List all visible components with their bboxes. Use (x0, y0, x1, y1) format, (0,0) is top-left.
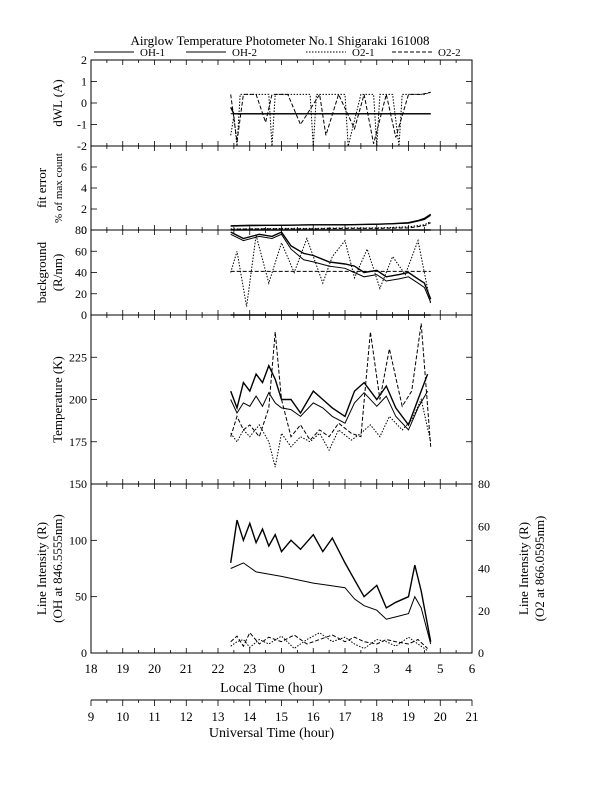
ut-tick-label: 13 (212, 709, 225, 724)
ylabel: Temperature (K) (50, 356, 65, 443)
panel-frame (90, 483, 473, 654)
ut-tick-label: 16 (307, 709, 321, 724)
series-o2-2 (230, 222, 431, 230)
y-tick-label: -2 (77, 139, 87, 153)
y-tick-label: 2 (81, 53, 87, 67)
y-tick-label: 0 (81, 96, 87, 110)
ylabel2: (R/nm) (50, 254, 65, 292)
y-tick-label: 60 (75, 244, 87, 258)
series-o2-1 (230, 632, 428, 652)
panel-frame (90, 229, 473, 316)
ut-tick-label: 9 (88, 709, 95, 724)
y-tick-label: 6 (81, 160, 87, 174)
ut-tick-label: 14 (243, 709, 257, 724)
y-tick-label: 80 (75, 223, 87, 237)
chart-title: Airglow Temperature Photometer No.1 Shig… (131, 33, 430, 48)
local-tick-label: 18 (85, 661, 98, 676)
panel-0: 2 1 0 -1 -2 dWL (A) (50, 53, 473, 153)
series-oh-1 (230, 231, 432, 300)
y-tick-label: 20 (75, 287, 87, 301)
ut-tick-label: 18 (370, 709, 383, 724)
right-y-tick-label: 80 (478, 477, 490, 491)
series-oh-1 (230, 213, 432, 227)
y-tick-label: 1 (81, 75, 87, 89)
ylabel: fit error (34, 167, 49, 208)
series-oh-1 (230, 519, 432, 642)
right-y-tick-label: 60 (478, 519, 490, 533)
right-ylabel2: (O2 at 866.0595nm) (532, 516, 547, 622)
series-oh-2 (230, 214, 431, 227)
ut-axis-label: Universal Time (hour) (209, 726, 335, 741)
local-tick-label: 4 (405, 661, 412, 676)
ut-tick-label: 19 (402, 709, 415, 724)
series-o2-2 (230, 91, 431, 144)
local-tick-label: 22 (212, 661, 225, 676)
ylabel2: (OH at 846.5555nm) (50, 514, 65, 623)
series-o2-1 (230, 235, 432, 307)
legend-label-2: O2-1 (352, 47, 375, 59)
series-oh-2 (230, 562, 432, 645)
right-y-tick-label: 0 (478, 646, 484, 660)
ut-tick-label: 17 (339, 709, 353, 724)
y-tick-label: 175 (69, 435, 87, 449)
y-tick-label: -1 (77, 118, 87, 132)
legend-label-0: OH-1 (140, 47, 165, 59)
y-tick-label: 0 (81, 646, 87, 660)
ylabel: dWL (A) (50, 79, 65, 127)
local-tick-label: 3 (374, 661, 381, 676)
local-tick-label: 21 (180, 661, 193, 676)
ut-tick-label: 12 (180, 709, 193, 724)
ylabel2: % of max count (53, 153, 65, 223)
local-tick-label: 1 (310, 661, 317, 676)
panel-frame (90, 59, 473, 147)
y-tick-label: 2 (81, 202, 87, 216)
right-y-tick-label: 40 (478, 562, 490, 576)
series-o2-2 (230, 631, 428, 649)
right-y-tick-label: 20 (478, 604, 490, 618)
legend: OH-1 OH-2 O2-1 O2-2 (94, 47, 461, 59)
y-tick-label: 50 (75, 590, 87, 604)
local-tick-label: 0 (278, 661, 285, 676)
local-tick-label: 20 (148, 661, 161, 676)
legend-label-1: OH-2 (232, 47, 257, 59)
y-tick-label: 0 (81, 308, 87, 322)
panel-1: 6 4 2 0 fit error % of max count (34, 145, 473, 237)
right-ylabel: Line Intensity (R) (516, 522, 531, 615)
panel-frame (90, 145, 473, 231)
panel-3: 225 200 175 Temperature (K) (50, 314, 473, 485)
panel-2: 80 60 40 20 0 background (R/nm) (34, 223, 473, 322)
ut-tick-label: 15 (275, 709, 288, 724)
ut-tick-label: 21 (466, 709, 479, 724)
ylabel: background (34, 241, 49, 303)
series-o2-2 (230, 323, 432, 447)
y-tick-label: 200 (69, 393, 87, 407)
ut-tick-label: 10 (116, 709, 129, 724)
local-axis-label: Local Time (hour) (220, 681, 323, 696)
ut-tick-label: 11 (148, 709, 161, 724)
y-tick-label: 225 (69, 350, 87, 364)
y-tick-label: 4 (81, 181, 87, 195)
series-o2-1 (230, 221, 431, 230)
series-oh-2 (230, 233, 432, 303)
local-tick-label: 5 (437, 661, 444, 676)
local-tick-label: 2 (342, 661, 349, 676)
local-tick-label: 19 (116, 661, 129, 676)
local-tick-label: 23 (243, 661, 256, 676)
local-tick-label: 6 (469, 661, 476, 676)
y-tick-label: 0 (81, 223, 87, 237)
ylabel: Line Intensity (R) (34, 522, 49, 615)
series-oh-1 (230, 363, 429, 427)
y-tick-label: 100 (69, 533, 87, 547)
legend-label-3: O2-2 (438, 47, 461, 59)
y-tick-label: 40 (75, 266, 87, 280)
ut-tick-label: 20 (434, 709, 447, 724)
y-tick-label: 150 (69, 477, 87, 491)
series-oh-2 (230, 390, 429, 431)
